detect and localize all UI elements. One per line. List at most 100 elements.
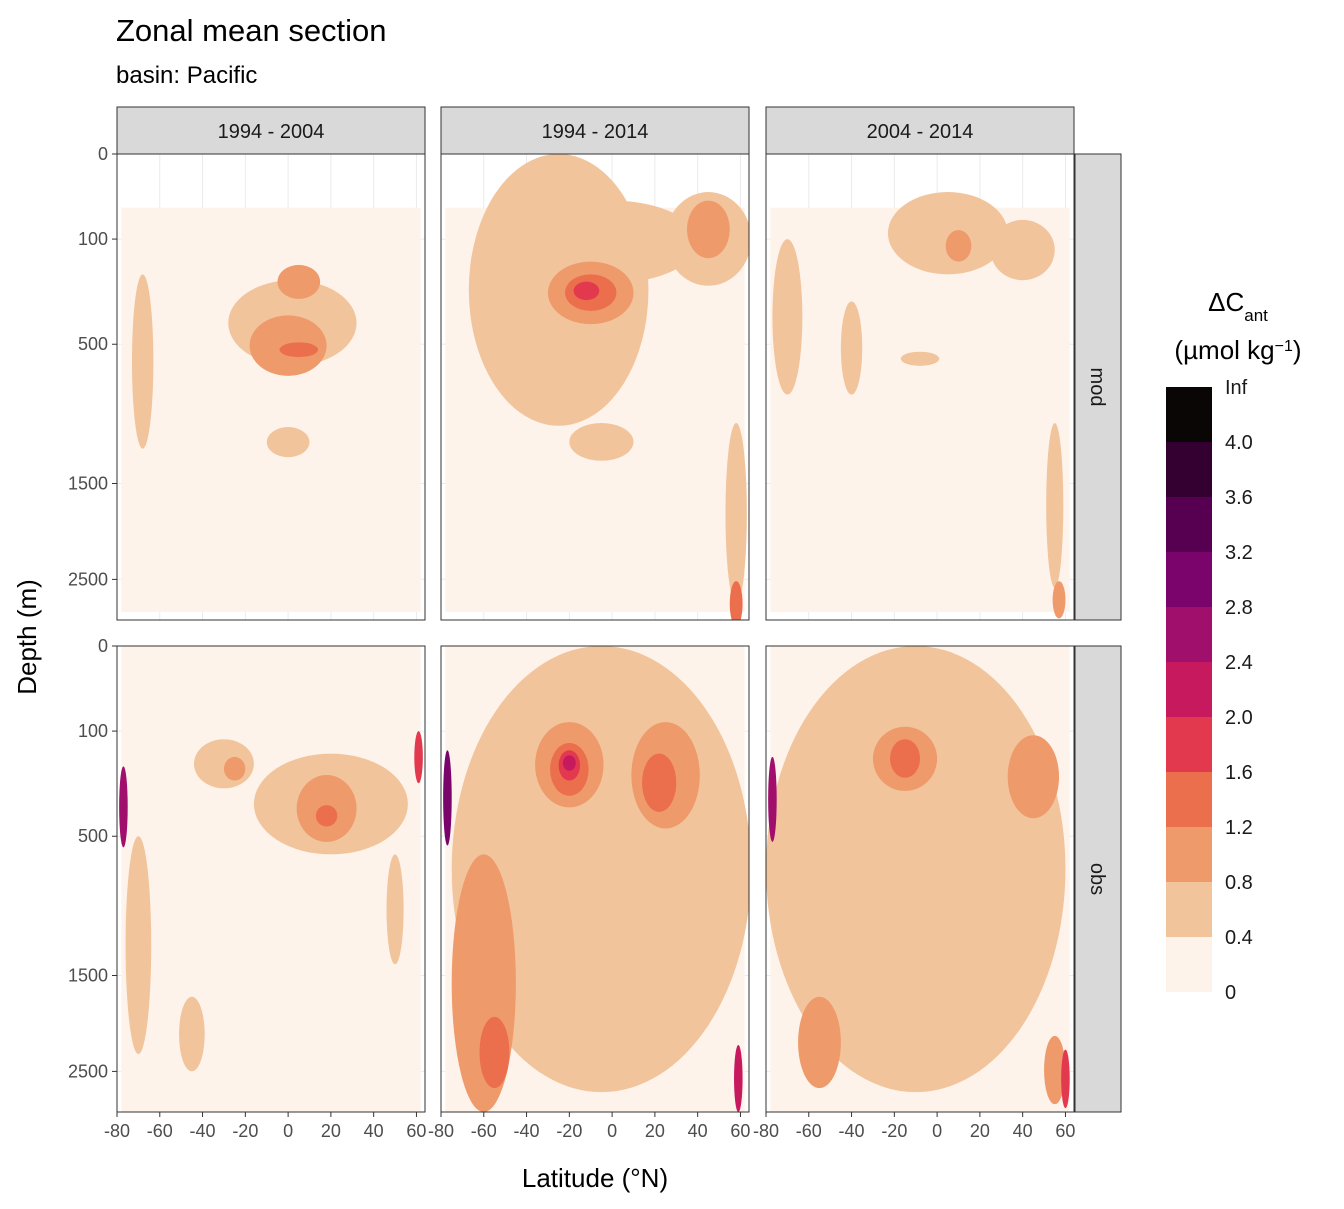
contour-region xyxy=(223,756,246,781)
y-tick-label: 500 xyxy=(78,334,108,354)
contour-region xyxy=(686,200,730,259)
x-tick-label: 60 xyxy=(406,1121,426,1141)
x-tick-label: 60 xyxy=(1055,1121,1075,1141)
contour-region xyxy=(990,219,1055,281)
facet-panel xyxy=(116,153,426,621)
contour-region xyxy=(526,200,698,284)
contour-field xyxy=(766,646,1070,1112)
legend-title-line2: (µmol kg−1) xyxy=(1174,335,1301,365)
contour-region xyxy=(386,854,404,965)
x-tick-label: -20 xyxy=(556,1121,582,1141)
contour-region xyxy=(279,342,319,358)
contour-region xyxy=(266,427,310,458)
legend-title-line1: ΔCant xyxy=(1208,287,1268,325)
facet-strip-top xyxy=(116,106,426,155)
facet-panel xyxy=(116,645,426,1113)
y-tick-label: 0 xyxy=(98,636,108,656)
contour-region xyxy=(1046,423,1064,588)
x-tick-label: -20 xyxy=(881,1121,907,1141)
legend-label: 1.6 xyxy=(1225,762,1253,784)
legend-key xyxy=(1166,937,1212,992)
contour-region xyxy=(194,739,254,789)
panel-border xyxy=(765,645,1075,1113)
contour-region xyxy=(414,731,423,784)
x-tick-label: 60 xyxy=(730,1121,750,1141)
facet-panel xyxy=(765,645,1075,1113)
y-tick-label: 1500 xyxy=(68,474,108,494)
contour-region xyxy=(840,301,863,395)
y-tick-label: 500 xyxy=(78,826,108,846)
facet-strip-label: obs xyxy=(1086,863,1108,895)
facet-strip-top xyxy=(440,106,750,155)
x-tick-label: -40 xyxy=(190,1121,216,1141)
contour-base xyxy=(121,646,421,1112)
facet-panels: 1994 - 2004 1994 - 2014 2004 - 2014 mod obs xyxy=(116,106,1122,1113)
contour-region xyxy=(277,264,321,299)
facet-strip-label: 1994 - 2014 xyxy=(542,121,649,143)
legend-title-main: ΔC xyxy=(1208,287,1244,317)
legend-label: 3.6 xyxy=(1225,487,1253,509)
contour-field xyxy=(445,154,749,620)
x-tick-label: 40 xyxy=(688,1121,708,1141)
x-tick-label: 0 xyxy=(932,1121,942,1141)
facet-strip-right xyxy=(1074,153,1122,621)
facet-strip-label: mod xyxy=(1086,368,1108,407)
x-tick-label: 20 xyxy=(970,1121,990,1141)
panel-border xyxy=(440,645,750,1113)
legend-title-sub: ant xyxy=(1244,306,1268,325)
legend-label: 2.0 xyxy=(1225,707,1253,729)
y-tick-label: 2500 xyxy=(68,569,108,589)
contour-region xyxy=(900,351,940,366)
legend-key xyxy=(1166,882,1212,937)
contour-region xyxy=(315,805,338,827)
panel-border xyxy=(116,153,426,621)
x-tick-label: 40 xyxy=(364,1121,384,1141)
facet-panel xyxy=(440,153,750,621)
legend-key xyxy=(1166,717,1212,772)
x-tick-label: -80 xyxy=(753,1121,779,1141)
contour-region xyxy=(1061,1049,1070,1109)
contour-region xyxy=(1052,581,1066,619)
x-tick-label: -60 xyxy=(471,1121,497,1141)
x-tick-label: 40 xyxy=(1013,1121,1033,1141)
chart-title: Zonal mean section xyxy=(116,13,387,48)
x-tick-label: 20 xyxy=(645,1121,665,1141)
contour-region xyxy=(1044,1035,1066,1105)
panel-border xyxy=(440,153,750,621)
x-tick-label: -40 xyxy=(514,1121,540,1141)
legend-label: 2.8 xyxy=(1225,597,1253,619)
panel-border xyxy=(116,645,426,1113)
y-tick-label: 100 xyxy=(78,229,108,249)
contour-region xyxy=(443,750,452,846)
contour-region xyxy=(725,423,747,605)
legend-label: Inf xyxy=(1225,377,1248,399)
legend: ΔCant (µmol kg−1) 0 0.4 0.8 1.2 1.6 2.0 2.4 2.8… xyxy=(1166,287,1302,1004)
legend-label: 4.0 xyxy=(1225,432,1253,454)
legend-label: 0.8 xyxy=(1225,872,1253,894)
contour-region xyxy=(131,274,154,449)
contour-region xyxy=(766,646,1066,1093)
contour-field xyxy=(443,646,749,1112)
contour-region xyxy=(945,230,972,262)
contour-region xyxy=(890,739,920,778)
legend-unit-suffix: ) xyxy=(1293,335,1302,365)
legend-label: 0.4 xyxy=(1225,927,1253,949)
x-tick-label: 20 xyxy=(321,1121,341,1141)
facet-panel xyxy=(765,153,1075,621)
legend-key xyxy=(1166,387,1212,442)
contour-region xyxy=(479,1016,510,1089)
x-tick-label: -60 xyxy=(147,1121,173,1141)
contour-region xyxy=(1007,735,1060,819)
contour-region xyxy=(768,756,777,842)
x-tick-label: -40 xyxy=(839,1121,865,1141)
y-tick-label: 1500 xyxy=(68,966,108,986)
facet-panel xyxy=(440,645,750,1113)
legend-keys: 0 0.4 0.8 1.2 1.6 2.0 2.4 2.8 3.2 3.6 4.0 Inf xyxy=(1166,377,1253,1004)
x-tick-label: -80 xyxy=(428,1121,454,1141)
legend-label: 0 xyxy=(1225,982,1236,1004)
legend-unit-prefix: (µmol kg xyxy=(1174,335,1274,365)
legend-key xyxy=(1166,442,1212,497)
contour-field xyxy=(119,646,423,1112)
